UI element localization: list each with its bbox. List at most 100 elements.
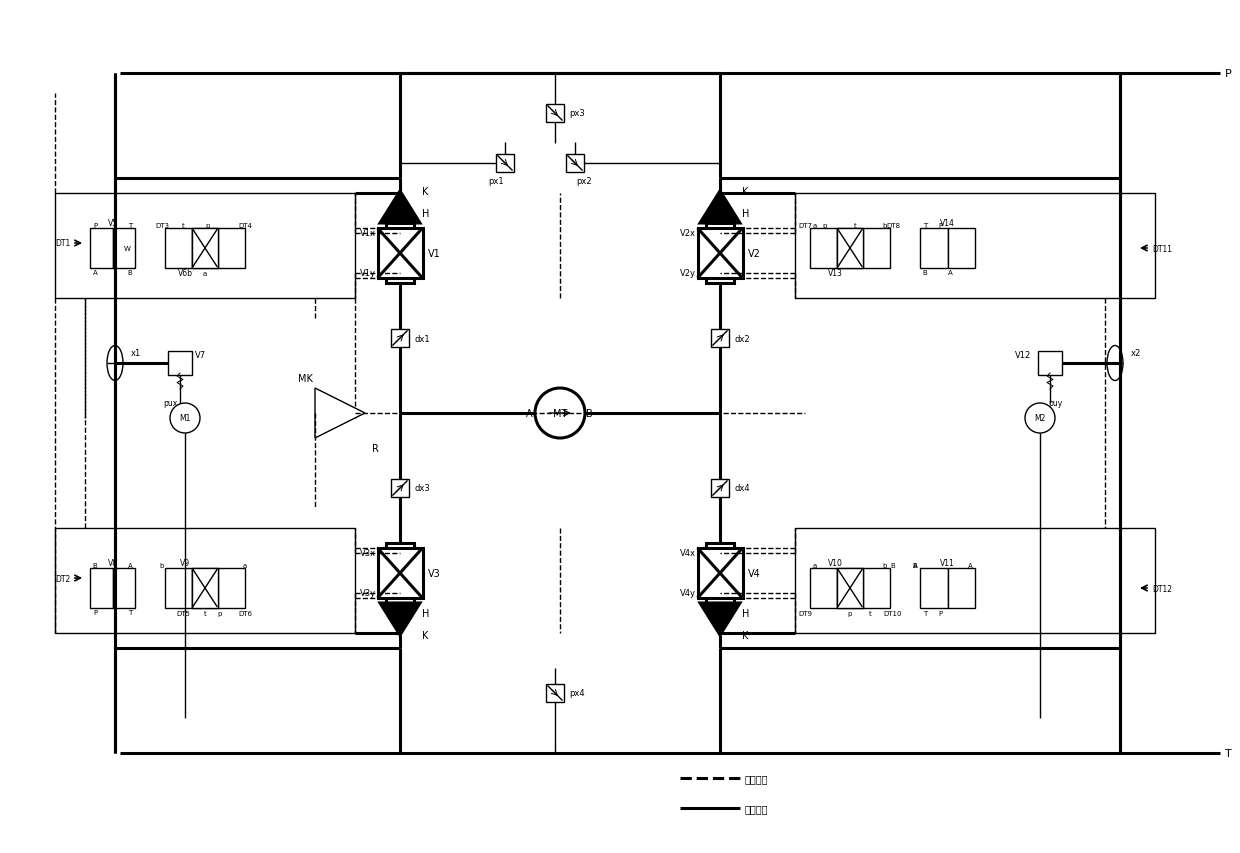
Text: 液压油路: 液压油路 xyxy=(745,803,769,813)
Text: K: K xyxy=(422,630,428,641)
Bar xyxy=(1038,351,1061,375)
Text: a: a xyxy=(813,562,817,568)
Text: DT12: DT12 xyxy=(1152,583,1172,593)
Text: V3x: V3x xyxy=(360,548,376,558)
Text: p: p xyxy=(206,223,211,229)
Text: V1y: V1y xyxy=(360,270,376,278)
Bar xyxy=(165,568,192,608)
Bar xyxy=(391,329,409,347)
Text: A: A xyxy=(128,562,133,568)
Text: p: p xyxy=(218,610,222,616)
Bar xyxy=(218,229,246,269)
Text: P: P xyxy=(1225,69,1231,79)
Bar xyxy=(947,229,975,269)
Bar xyxy=(920,568,947,608)
Text: B: B xyxy=(890,562,895,568)
Text: H: H xyxy=(742,608,749,618)
Bar xyxy=(377,229,423,279)
Text: MT: MT xyxy=(553,409,567,419)
Text: V12: V12 xyxy=(1016,351,1032,360)
Bar xyxy=(377,548,423,598)
Text: T: T xyxy=(923,610,928,616)
Text: V8: V8 xyxy=(108,559,118,568)
Text: DT7: DT7 xyxy=(799,223,812,229)
Bar xyxy=(920,229,947,269)
Text: px3: px3 xyxy=(569,109,585,119)
Bar xyxy=(167,351,192,375)
Bar xyxy=(837,229,863,269)
Bar xyxy=(837,229,863,269)
Polygon shape xyxy=(701,192,740,223)
Bar xyxy=(837,568,863,608)
Text: V5: V5 xyxy=(108,219,118,229)
Text: b: b xyxy=(160,562,164,568)
Text: A: A xyxy=(913,562,918,568)
Text: B: B xyxy=(585,409,593,419)
Text: V14: V14 xyxy=(940,219,955,229)
Text: dx1: dx1 xyxy=(414,334,429,343)
Ellipse shape xyxy=(1107,346,1123,381)
Bar xyxy=(113,568,135,608)
Bar xyxy=(192,229,218,269)
Bar xyxy=(391,479,409,497)
Text: px4: px4 xyxy=(569,688,584,698)
Text: T: T xyxy=(1225,748,1231,758)
Text: x2: x2 xyxy=(1131,349,1141,357)
Bar xyxy=(192,568,218,608)
Text: a: a xyxy=(243,562,247,568)
Bar xyxy=(218,568,246,608)
Text: V2y: V2y xyxy=(680,270,696,278)
Text: 电控信号: 电控信号 xyxy=(745,773,769,783)
Text: b: b xyxy=(883,223,887,229)
Text: DT5: DT5 xyxy=(176,610,190,616)
Bar xyxy=(795,194,1154,299)
Circle shape xyxy=(170,403,200,433)
Text: DT10: DT10 xyxy=(884,610,903,616)
Polygon shape xyxy=(379,192,420,223)
Bar xyxy=(91,229,113,269)
Text: DT2: DT2 xyxy=(55,574,69,583)
Text: dx2: dx2 xyxy=(734,334,750,343)
Text: DT1: DT1 xyxy=(55,239,69,248)
Polygon shape xyxy=(379,603,420,635)
Text: V6b: V6b xyxy=(177,270,192,278)
Text: K: K xyxy=(422,187,428,197)
Circle shape xyxy=(534,389,585,438)
Bar xyxy=(810,568,837,608)
Bar xyxy=(113,229,135,269)
Text: R: R xyxy=(372,444,378,454)
Bar xyxy=(837,568,863,608)
Text: puy: puy xyxy=(1048,399,1063,408)
Bar xyxy=(165,229,192,269)
Text: p: p xyxy=(848,610,852,616)
Bar xyxy=(863,568,890,608)
Text: dx4: dx4 xyxy=(734,484,750,493)
Text: M2: M2 xyxy=(1034,414,1045,423)
Text: A: A xyxy=(526,409,532,419)
Text: DT9: DT9 xyxy=(799,610,812,616)
Text: B: B xyxy=(128,270,133,276)
Text: T: T xyxy=(128,223,133,229)
Bar xyxy=(386,223,414,284)
Bar xyxy=(706,223,734,284)
Circle shape xyxy=(1025,403,1055,433)
Bar xyxy=(565,154,584,173)
Bar xyxy=(810,229,837,269)
Bar xyxy=(192,229,218,269)
Text: V4x: V4x xyxy=(680,548,696,558)
Bar xyxy=(546,684,564,702)
Bar xyxy=(91,568,113,608)
Text: b: b xyxy=(883,562,887,568)
Text: dx3: dx3 xyxy=(414,484,430,493)
Text: P: P xyxy=(937,610,942,616)
Text: M1: M1 xyxy=(180,414,191,423)
Text: P: P xyxy=(93,223,97,229)
Text: a: a xyxy=(203,270,207,276)
Bar xyxy=(192,568,218,608)
Text: B: B xyxy=(913,562,918,568)
Bar xyxy=(706,543,734,603)
Text: H: H xyxy=(422,209,429,218)
Bar xyxy=(711,329,729,347)
Text: B: B xyxy=(93,562,98,568)
Bar xyxy=(795,528,1154,633)
